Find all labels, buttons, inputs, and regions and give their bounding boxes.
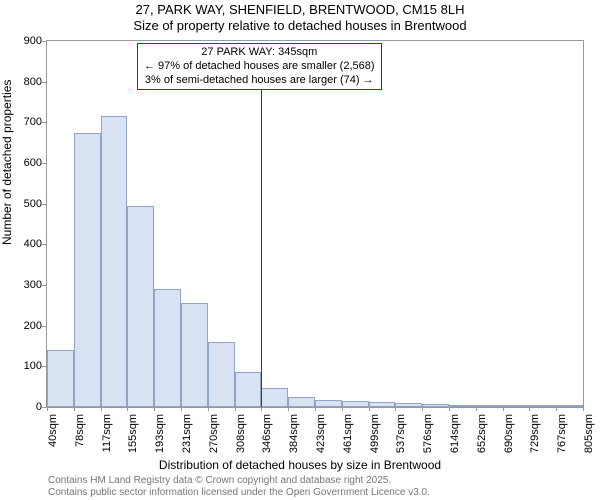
y-tick-label: 100 <box>24 360 42 372</box>
x-tick-mark <box>208 407 209 411</box>
x-tick-mark <box>476 407 477 411</box>
x-tick-label: 614sqm <box>449 414 461 454</box>
chart-title-main: 27, PARK WAY, SHENFIELD, BRENTWOOD, CM15… <box>0 2 600 17</box>
x-tick-label: 231sqm <box>181 414 193 454</box>
histogram-bar <box>556 405 583 407</box>
x-tick-label: 384sqm <box>288 414 300 454</box>
histogram-bar <box>288 397 315 407</box>
y-tick-label: 200 <box>24 320 42 332</box>
x-tick-label: 346sqm <box>261 414 273 454</box>
x-tick-mark <box>154 407 155 411</box>
x-axis-label: Distribution of detached houses by size … <box>0 458 600 472</box>
y-tick-mark <box>42 244 46 245</box>
y-tick-label: 600 <box>24 157 42 169</box>
histogram-bar <box>422 404 449 407</box>
x-tick-label: 40sqm <box>47 414 59 454</box>
histogram-bar <box>235 372 262 407</box>
x-tick-label: 117sqm <box>101 414 113 454</box>
x-tick-mark <box>556 407 557 411</box>
x-tick-label: 729sqm <box>529 414 541 454</box>
histogram-bar <box>181 303 208 407</box>
y-tick-mark <box>42 41 46 42</box>
y-tick-mark <box>42 82 46 83</box>
x-tick-mark <box>449 407 450 411</box>
histogram-bar <box>342 401 369 407</box>
footer-line1: Contains HM Land Registry data © Crown c… <box>48 475 430 487</box>
x-tick-label: 652sqm <box>476 414 488 454</box>
y-tick-mark <box>42 285 46 286</box>
x-tick-mark <box>342 407 343 411</box>
plot-area: 27 PARK WAY: 345sqm← 97% of detached hou… <box>46 40 584 408</box>
x-tick-label: 193sqm <box>154 414 166 454</box>
histogram-bar <box>529 405 556 407</box>
x-tick-label: 423sqm <box>315 414 327 454</box>
y-tick-label: 300 <box>24 279 42 291</box>
marker-annotation: 27 PARK WAY: 345sqm← 97% of detached hou… <box>137 43 382 90</box>
x-tick-label: 767sqm <box>556 414 568 454</box>
histogram-bar <box>261 388 288 407</box>
footer-attribution: Contains HM Land Registry data © Crown c… <box>48 475 430 499</box>
histogram-bar <box>154 289 181 407</box>
histogram-bar <box>315 400 342 407</box>
histogram-bar <box>449 405 476 407</box>
histogram-bar <box>395 403 422 407</box>
x-tick-mark <box>261 407 262 411</box>
x-tick-mark <box>235 407 236 411</box>
x-tick-mark <box>583 407 584 411</box>
chart-container: 27, PARK WAY, SHENFIELD, BRENTWOOD, CM15… <box>0 0 600 500</box>
x-tick-label: 270sqm <box>208 414 220 454</box>
y-tick-label: 500 <box>24 198 42 210</box>
x-tick-mark <box>422 407 423 411</box>
y-tick-mark <box>42 326 46 327</box>
chart-title-sub: Size of property relative to detached ho… <box>0 18 600 33</box>
histogram-bar <box>208 342 235 407</box>
footer-line2: Contains public sector information licen… <box>48 487 430 499</box>
y-tick-mark <box>42 122 46 123</box>
x-tick-mark <box>503 407 504 411</box>
x-tick-mark <box>74 407 75 411</box>
x-tick-label: 461sqm <box>342 414 354 454</box>
x-tick-label: 78sqm <box>74 414 86 454</box>
x-tick-label: 690sqm <box>503 414 515 454</box>
annotation-line: 27 PARK WAY: 345sqm <box>144 46 375 60</box>
x-tick-mark <box>315 407 316 411</box>
x-tick-label: 499sqm <box>369 414 381 454</box>
x-tick-label: 805sqm <box>583 414 595 454</box>
y-tick-mark <box>42 366 46 367</box>
histogram-bar <box>127 206 154 407</box>
y-tick-mark <box>42 163 46 164</box>
x-tick-mark <box>369 407 370 411</box>
x-tick-mark <box>395 407 396 411</box>
y-tick-mark <box>42 204 46 205</box>
x-tick-mark <box>101 407 102 411</box>
y-axis-label: Number of detached properties <box>0 80 14 245</box>
x-tick-mark <box>529 407 530 411</box>
annotation-line: ← 97% of detached houses are smaller (2,… <box>144 60 375 74</box>
histogram-bar <box>369 402 396 407</box>
histogram-bar <box>503 405 530 407</box>
histogram-bar <box>101 116 128 407</box>
marker-line <box>261 85 262 407</box>
histogram-bar <box>47 350 74 407</box>
x-tick-label: 308sqm <box>235 414 247 454</box>
y-tick-mark <box>42 407 46 408</box>
x-tick-mark <box>127 407 128 411</box>
x-tick-label: 155sqm <box>127 414 139 454</box>
histogram-bar <box>476 405 503 407</box>
histogram-bar <box>74 133 101 408</box>
y-tick-label: 800 <box>24 76 42 88</box>
x-tick-mark <box>288 407 289 411</box>
x-tick-mark <box>181 407 182 411</box>
y-tick-label: 900 <box>24 35 42 47</box>
y-tick-label: 400 <box>24 238 42 250</box>
y-tick-label: 700 <box>24 116 42 128</box>
annotation-line: 3% of semi-detached houses are larger (7… <box>144 74 375 88</box>
x-tick-label: 576sqm <box>422 414 434 454</box>
x-tick-mark <box>47 407 48 411</box>
x-tick-label: 537sqm <box>395 414 407 454</box>
